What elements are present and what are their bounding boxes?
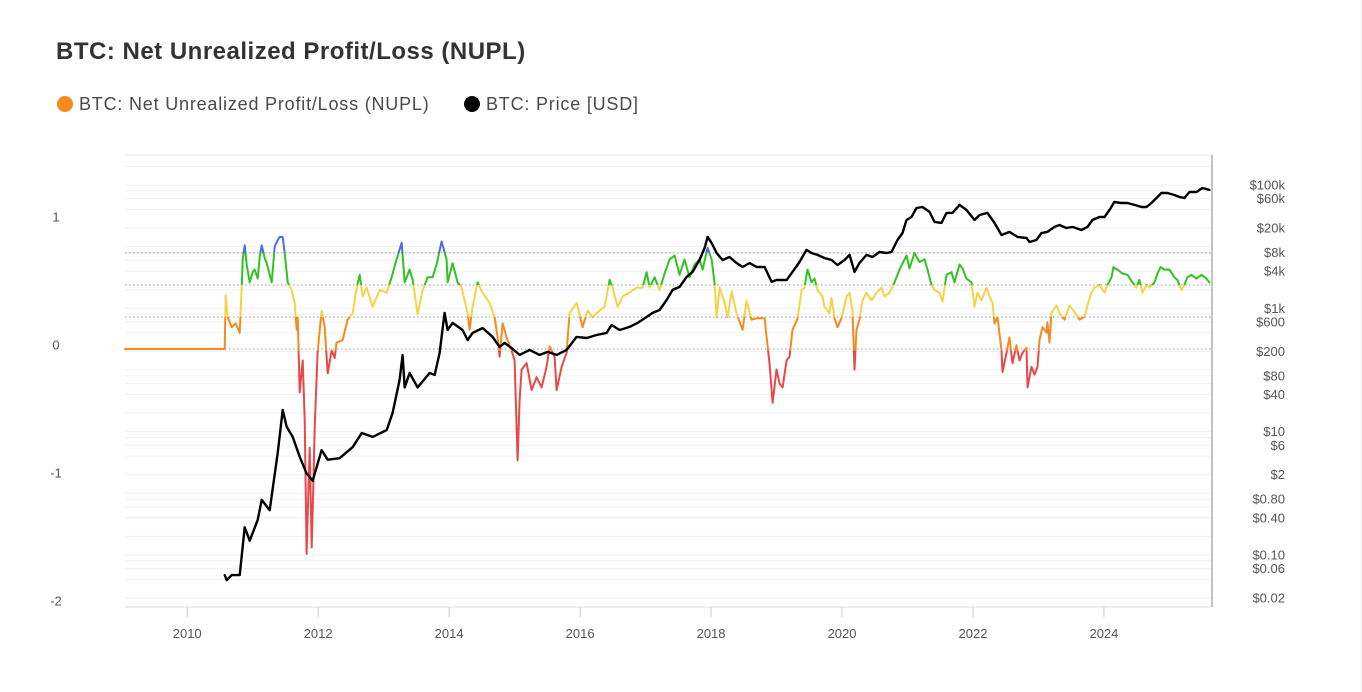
nupl-series-line-zone-3 (240, 253, 1211, 285)
legend-item-nupl[interactable]: BTC: Net Unrealized Profit/Loss (NUPL) (57, 93, 430, 115)
series-layer (124, 186, 1211, 582)
x-tick-label: 2018 (697, 626, 726, 641)
y-right-tick-label: $200 (1256, 344, 1285, 359)
legend-item-price[interactable]: BTC: Price [USD] (464, 93, 639, 115)
y-right-tick-label: $0.02 (1252, 591, 1285, 606)
y-right-tick-label: $1k (1264, 301, 1285, 316)
grid-layer (125, 154, 1212, 599)
y-left-tick-label: -2 (50, 594, 62, 609)
chart-title: BTC: Net Unrealized Profit/Loss (NUPL) (56, 38, 526, 65)
y-right-tick-label: $2 (1271, 467, 1285, 482)
y-left-tick-label: 1 (52, 210, 59, 225)
nupl-series-line-zone-1 (124, 317, 1086, 351)
y-right-tick-label: $20k (1257, 221, 1286, 236)
y-right-tick-label: $60k (1257, 191, 1286, 206)
x-tick-label: 2022 (959, 626, 988, 641)
y-right-tick-label: $80 (1263, 368, 1285, 383)
x-tick-label: 2010 (173, 626, 202, 641)
y-right-tick-label: $40 (1263, 387, 1285, 402)
x-tick-label: 2014 (435, 626, 464, 641)
legend-label-price: BTC: Price [USD] (486, 93, 639, 114)
legend-dot-icon (57, 96, 73, 112)
y-right-tick-label: $0.40 (1252, 510, 1285, 525)
y-right-tick-label: $0.80 (1252, 492, 1285, 507)
y-left-tick-label: 0 (52, 338, 59, 353)
y-right-tick-label: $6 (1271, 438, 1285, 453)
y-right-tick-label: $0.06 (1252, 561, 1285, 576)
x-tick-label: 2024 (1089, 626, 1118, 641)
threshold-layer (125, 252, 1212, 350)
nupl-series-line-zone-0 (297, 350, 1040, 555)
x-tick-label: 2020 (828, 626, 857, 641)
axes-layer: 2010 2012 2014 2016 2018 2020 2022 2024 1 0 -1 -2 $1… (50, 155, 1285, 641)
nupl-series-line-zone-4 (242, 236, 916, 253)
y-right-tick-label: $4k (1264, 264, 1285, 279)
y-right-tick-label: $100k (1250, 177, 1286, 192)
y-left-tick-label: -1 (50, 466, 62, 481)
x-tick-label: 2012 (304, 626, 333, 641)
nupl-series-line-zone-2 (224, 285, 1186, 317)
y-right-tick-label: $0.10 (1252, 547, 1285, 562)
x-tick-label: 2016 (566, 626, 595, 641)
y-right-tick-label: $10 (1263, 424, 1285, 439)
y-right-tick-label: $600 (1256, 314, 1285, 329)
legend-label-nupl: BTC: Net Unrealized Profit/Loss (NUPL) (79, 93, 430, 114)
y-right-tick-label: $8k (1264, 245, 1285, 260)
legend-dot-icon (464, 96, 480, 112)
price-series-line (223, 186, 1211, 582)
